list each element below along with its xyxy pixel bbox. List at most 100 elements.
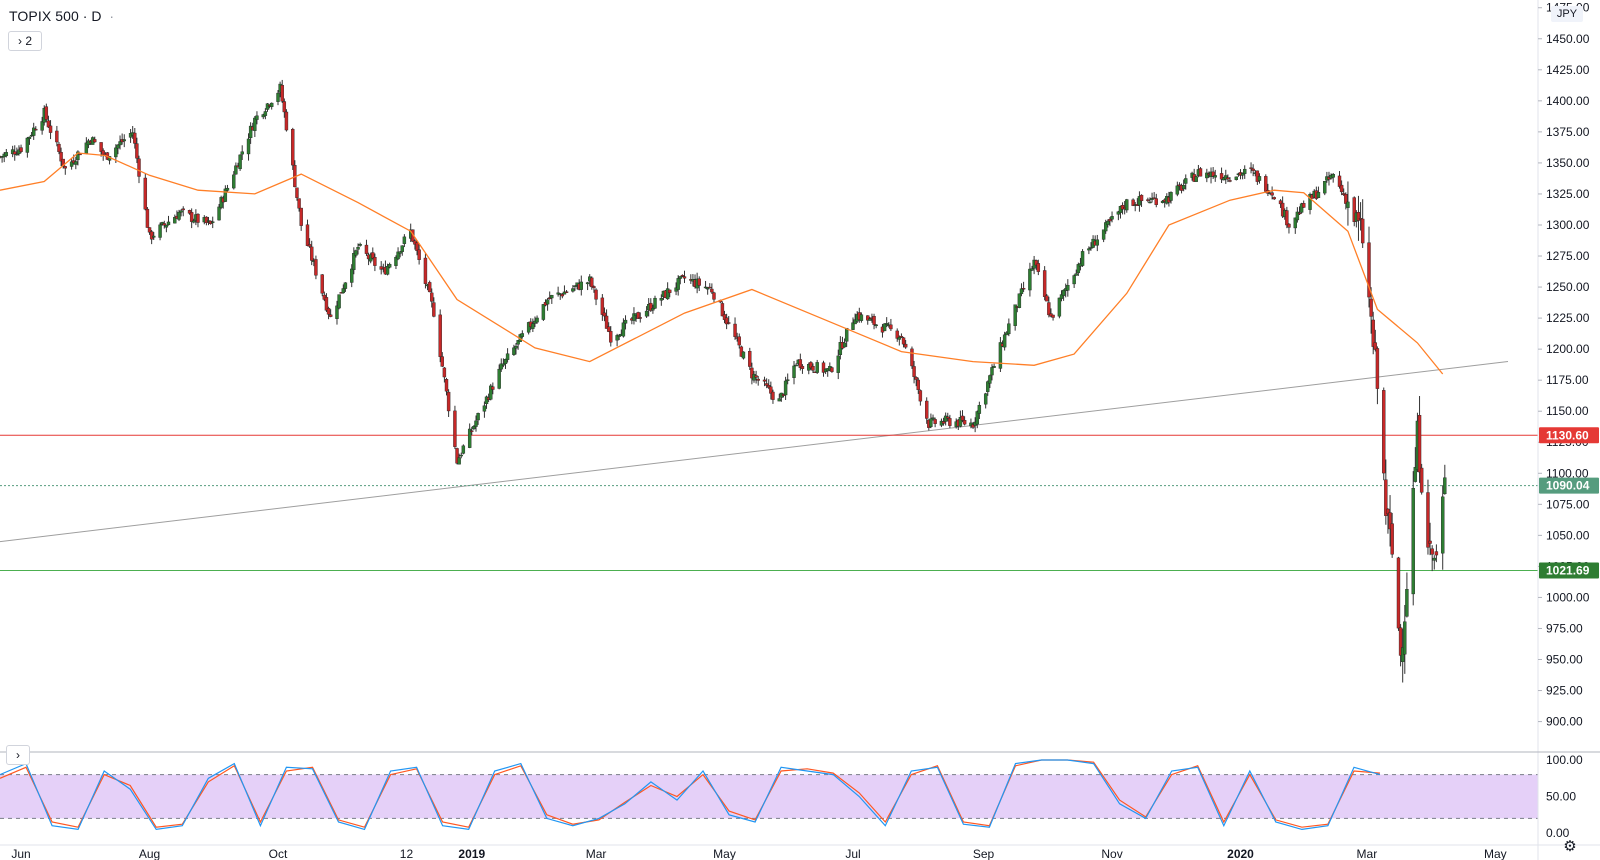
candle-body (1076, 264, 1081, 274)
candle-body (246, 138, 251, 155)
gear-icon[interactable]: ⚙ (1563, 838, 1577, 855)
candle-body (1249, 167, 1253, 169)
candle-body (988, 375, 992, 384)
candle-body (1356, 212, 1361, 221)
osc-tick-label-2: 0.00 (1546, 826, 1570, 840)
candle-body (1160, 200, 1165, 203)
candle-body (678, 276, 682, 279)
candle-body (1152, 197, 1156, 199)
candle-body (638, 317, 642, 319)
candle-body (1398, 627, 1403, 656)
candle-body (1323, 181, 1327, 194)
candle-body (594, 289, 598, 300)
candle-body (1106, 220, 1110, 225)
oscillator-toggle-button[interactable]: › (6, 745, 30, 765)
candle-body (149, 231, 154, 240)
candle-body (1287, 223, 1291, 228)
candle-body (164, 224, 169, 228)
candle-body (122, 139, 126, 142)
candle-body (720, 303, 725, 317)
header-menu-dots[interactable]: · (109, 8, 115, 24)
candle-body (476, 413, 480, 421)
candle-body (402, 236, 407, 244)
candle-body (897, 336, 902, 340)
candle-body (931, 417, 935, 419)
y-tick-label-11: 1200.00 (1546, 342, 1590, 356)
candle-body (297, 198, 301, 209)
currency-label[interactable]: JPY (1551, 6, 1583, 22)
candle-body (623, 319, 628, 324)
candle-body (741, 351, 746, 359)
candle-body (785, 379, 790, 381)
candle-body (798, 359, 803, 368)
candle-body (234, 165, 238, 175)
candle-body (1095, 239, 1100, 246)
candle-body (853, 319, 857, 325)
candle-body (291, 128, 295, 166)
y-tick-label-15: 1100.00 (1546, 466, 1589, 480)
y-tick-label-9: 1250.00 (1546, 280, 1590, 294)
candle-body (866, 315, 870, 321)
candle-body (310, 246, 314, 261)
candle-body (872, 316, 876, 325)
candle-body (1371, 319, 1375, 347)
candle-body (1405, 589, 1409, 617)
candle-body (385, 266, 390, 275)
candle-body (484, 396, 489, 405)
interval-label[interactable]: D (91, 8, 102, 24)
candle-body (1110, 216, 1114, 220)
candle-body (606, 326, 611, 332)
candle-body (1219, 173, 1224, 180)
candle-body (40, 121, 44, 131)
candle-body (204, 216, 209, 223)
candle-body (520, 333, 525, 337)
candle-body (192, 220, 196, 223)
candle-body (962, 420, 967, 425)
candle-body (379, 266, 383, 270)
candle-body (219, 197, 223, 208)
legend-toggle-button[interactable]: › 2 (8, 31, 42, 51)
symbol-name[interactable]: TOPIX 500 (9, 8, 79, 24)
candle-body (217, 206, 221, 221)
candle-body (356, 247, 360, 250)
candle-body (792, 365, 796, 378)
candle-body (1057, 297, 1062, 317)
candle-body (1150, 198, 1154, 200)
candle-body (933, 419, 937, 424)
candle-body (910, 348, 914, 367)
y-tick-label-7: 1300.00 (1546, 218, 1590, 232)
candle-body (1017, 293, 1022, 308)
candle-body (1021, 288, 1026, 290)
candle-body (903, 343, 908, 348)
candle-body (697, 278, 701, 286)
candle-body (541, 304, 546, 320)
candle-body (472, 425, 476, 430)
candle-body (1299, 203, 1304, 213)
candle-body (265, 103, 270, 110)
candle-body (158, 224, 162, 238)
candle-body (1139, 194, 1144, 202)
candle-body (868, 318, 872, 321)
candle-body (442, 367, 447, 378)
candle-body (986, 381, 990, 392)
candle-body (1234, 176, 1239, 180)
y-tick-label-19: 1000.00 (1546, 590, 1590, 604)
candle-body (1413, 467, 1418, 482)
candle-body (1272, 197, 1276, 200)
osc-tick-label-1: 50.00 (1546, 790, 1576, 804)
candle-body (1030, 268, 1034, 271)
candle-body (177, 211, 181, 220)
x-tick-label-4: 2019 (458, 847, 485, 860)
candle-body (983, 393, 988, 405)
chart-header: TOPIX 500 · D · (9, 8, 114, 24)
candle-body (1061, 289, 1066, 296)
candle-body (821, 362, 826, 373)
candle-body (280, 84, 284, 102)
candle-body (916, 379, 920, 391)
candle-body (665, 288, 670, 300)
candle-body (135, 143, 139, 159)
candle-body (196, 213, 200, 223)
candle-body (1211, 171, 1215, 177)
y-tick-label-2: 1425.00 (1546, 63, 1590, 77)
